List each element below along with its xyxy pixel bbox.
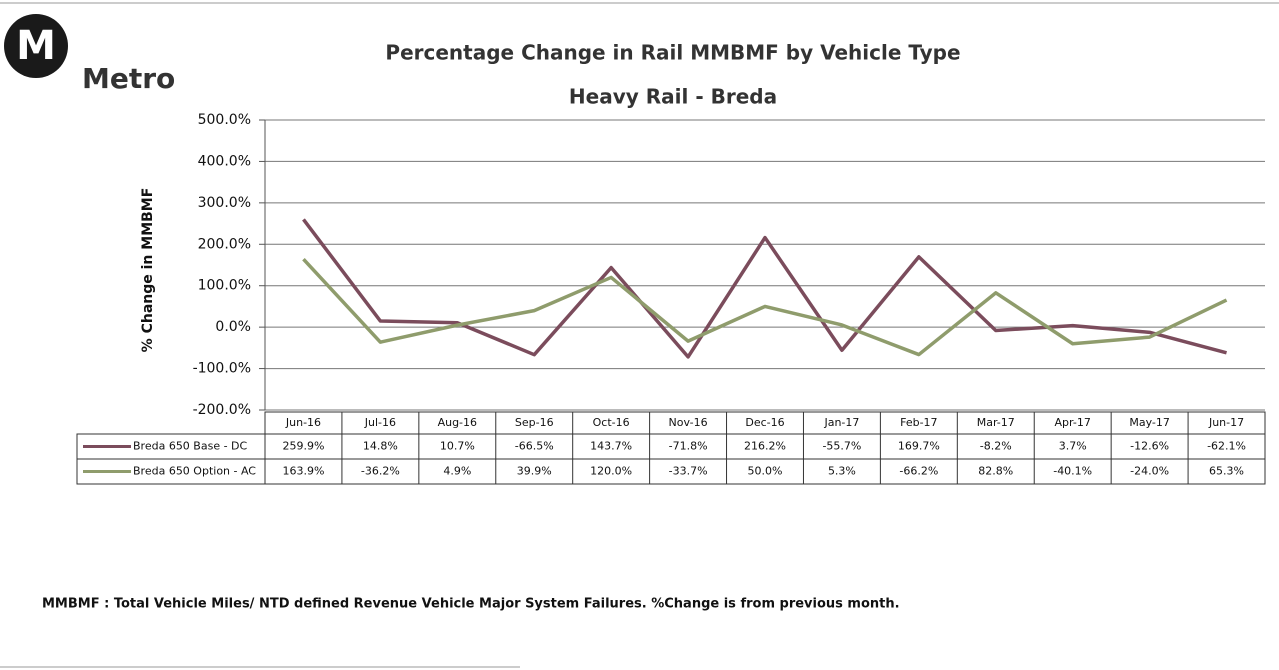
x-tick-label: Mar-17 xyxy=(977,416,1015,429)
x-tick-label: Aug-16 xyxy=(438,416,477,429)
series-line xyxy=(302,258,1228,357)
series-line xyxy=(302,218,1227,359)
data-label: 143.7% xyxy=(590,440,632,453)
data-label: 216.2% xyxy=(744,440,786,453)
data-label: -24.0% xyxy=(1130,465,1169,478)
data-label: -8.2% xyxy=(980,440,1012,453)
data-label: -36.2% xyxy=(361,465,400,478)
data-label: 82.8% xyxy=(978,465,1013,478)
logo-circle xyxy=(4,14,68,78)
data-label: 10.7% xyxy=(440,440,475,453)
x-tick-label: Nov-16 xyxy=(669,416,708,429)
x-tick-label: Dec-16 xyxy=(745,416,784,429)
x-tick-label: Feb-17 xyxy=(900,416,937,429)
y-tick-label: -200.0% xyxy=(193,402,251,418)
x-tick-label: Jan-17 xyxy=(823,416,859,429)
data-label: 169.7% xyxy=(898,440,940,453)
data-label: 14.8% xyxy=(363,440,398,453)
x-tick-label: Oct-16 xyxy=(593,416,630,429)
data-label: 259.9% xyxy=(282,440,324,453)
data-label: -33.7% xyxy=(669,465,708,478)
data-label: 4.9% xyxy=(443,465,471,478)
logo-letter: M xyxy=(16,23,56,69)
legend-label: Breda 650 Option - AC xyxy=(133,465,256,478)
data-label: -66.2% xyxy=(899,465,938,478)
y-tick-label: 200.0% xyxy=(198,236,251,252)
x-tick-label: Apr-17 xyxy=(1055,416,1091,429)
data-label: 120.0% xyxy=(590,465,632,478)
data-label: 50.0% xyxy=(748,465,783,478)
x-tick-label: Jun-16 xyxy=(285,416,321,429)
y-axis-label: % Change in MMBMF xyxy=(140,188,156,353)
legend-label: Breda 650 Base - DC xyxy=(133,440,248,453)
chart-subtitle: Heavy Rail - Breda xyxy=(569,85,777,109)
data-label: -62.1% xyxy=(1207,440,1246,453)
chart-title: Percentage Change in Rail MMBMF by Vehic… xyxy=(385,41,960,65)
y-tick-label: 500.0% xyxy=(198,112,251,128)
data-label: 39.9% xyxy=(517,465,552,478)
y-tick-label: 300.0% xyxy=(198,195,251,211)
logo-name: Metro xyxy=(82,62,175,95)
data-label: -55.7% xyxy=(822,440,861,453)
data-label: -40.1% xyxy=(1053,465,1092,478)
data-label: -12.6% xyxy=(1130,440,1169,453)
x-tick-label: Sep-16 xyxy=(515,416,554,429)
y-tick-label: 0.0% xyxy=(215,319,251,335)
x-tick-label: Jul-16 xyxy=(364,416,396,429)
data-label: -66.5% xyxy=(515,440,554,453)
data-label: 5.3% xyxy=(828,465,856,478)
y-tick-label: 400.0% xyxy=(198,153,251,169)
data-label: -71.8% xyxy=(669,440,708,453)
data-label: 3.7% xyxy=(1059,440,1087,453)
x-tick-label: Jun-17 xyxy=(1208,416,1244,429)
data-label: 65.3% xyxy=(1209,465,1244,478)
y-tick-label: -100.0% xyxy=(193,361,251,377)
footnote: MMBMF : Total Vehicle Miles/ NTD defined… xyxy=(42,597,900,612)
y-tick-label: 100.0% xyxy=(198,278,251,294)
data-label: 163.9% xyxy=(282,465,324,478)
x-tick-label: May-17 xyxy=(1129,416,1170,429)
